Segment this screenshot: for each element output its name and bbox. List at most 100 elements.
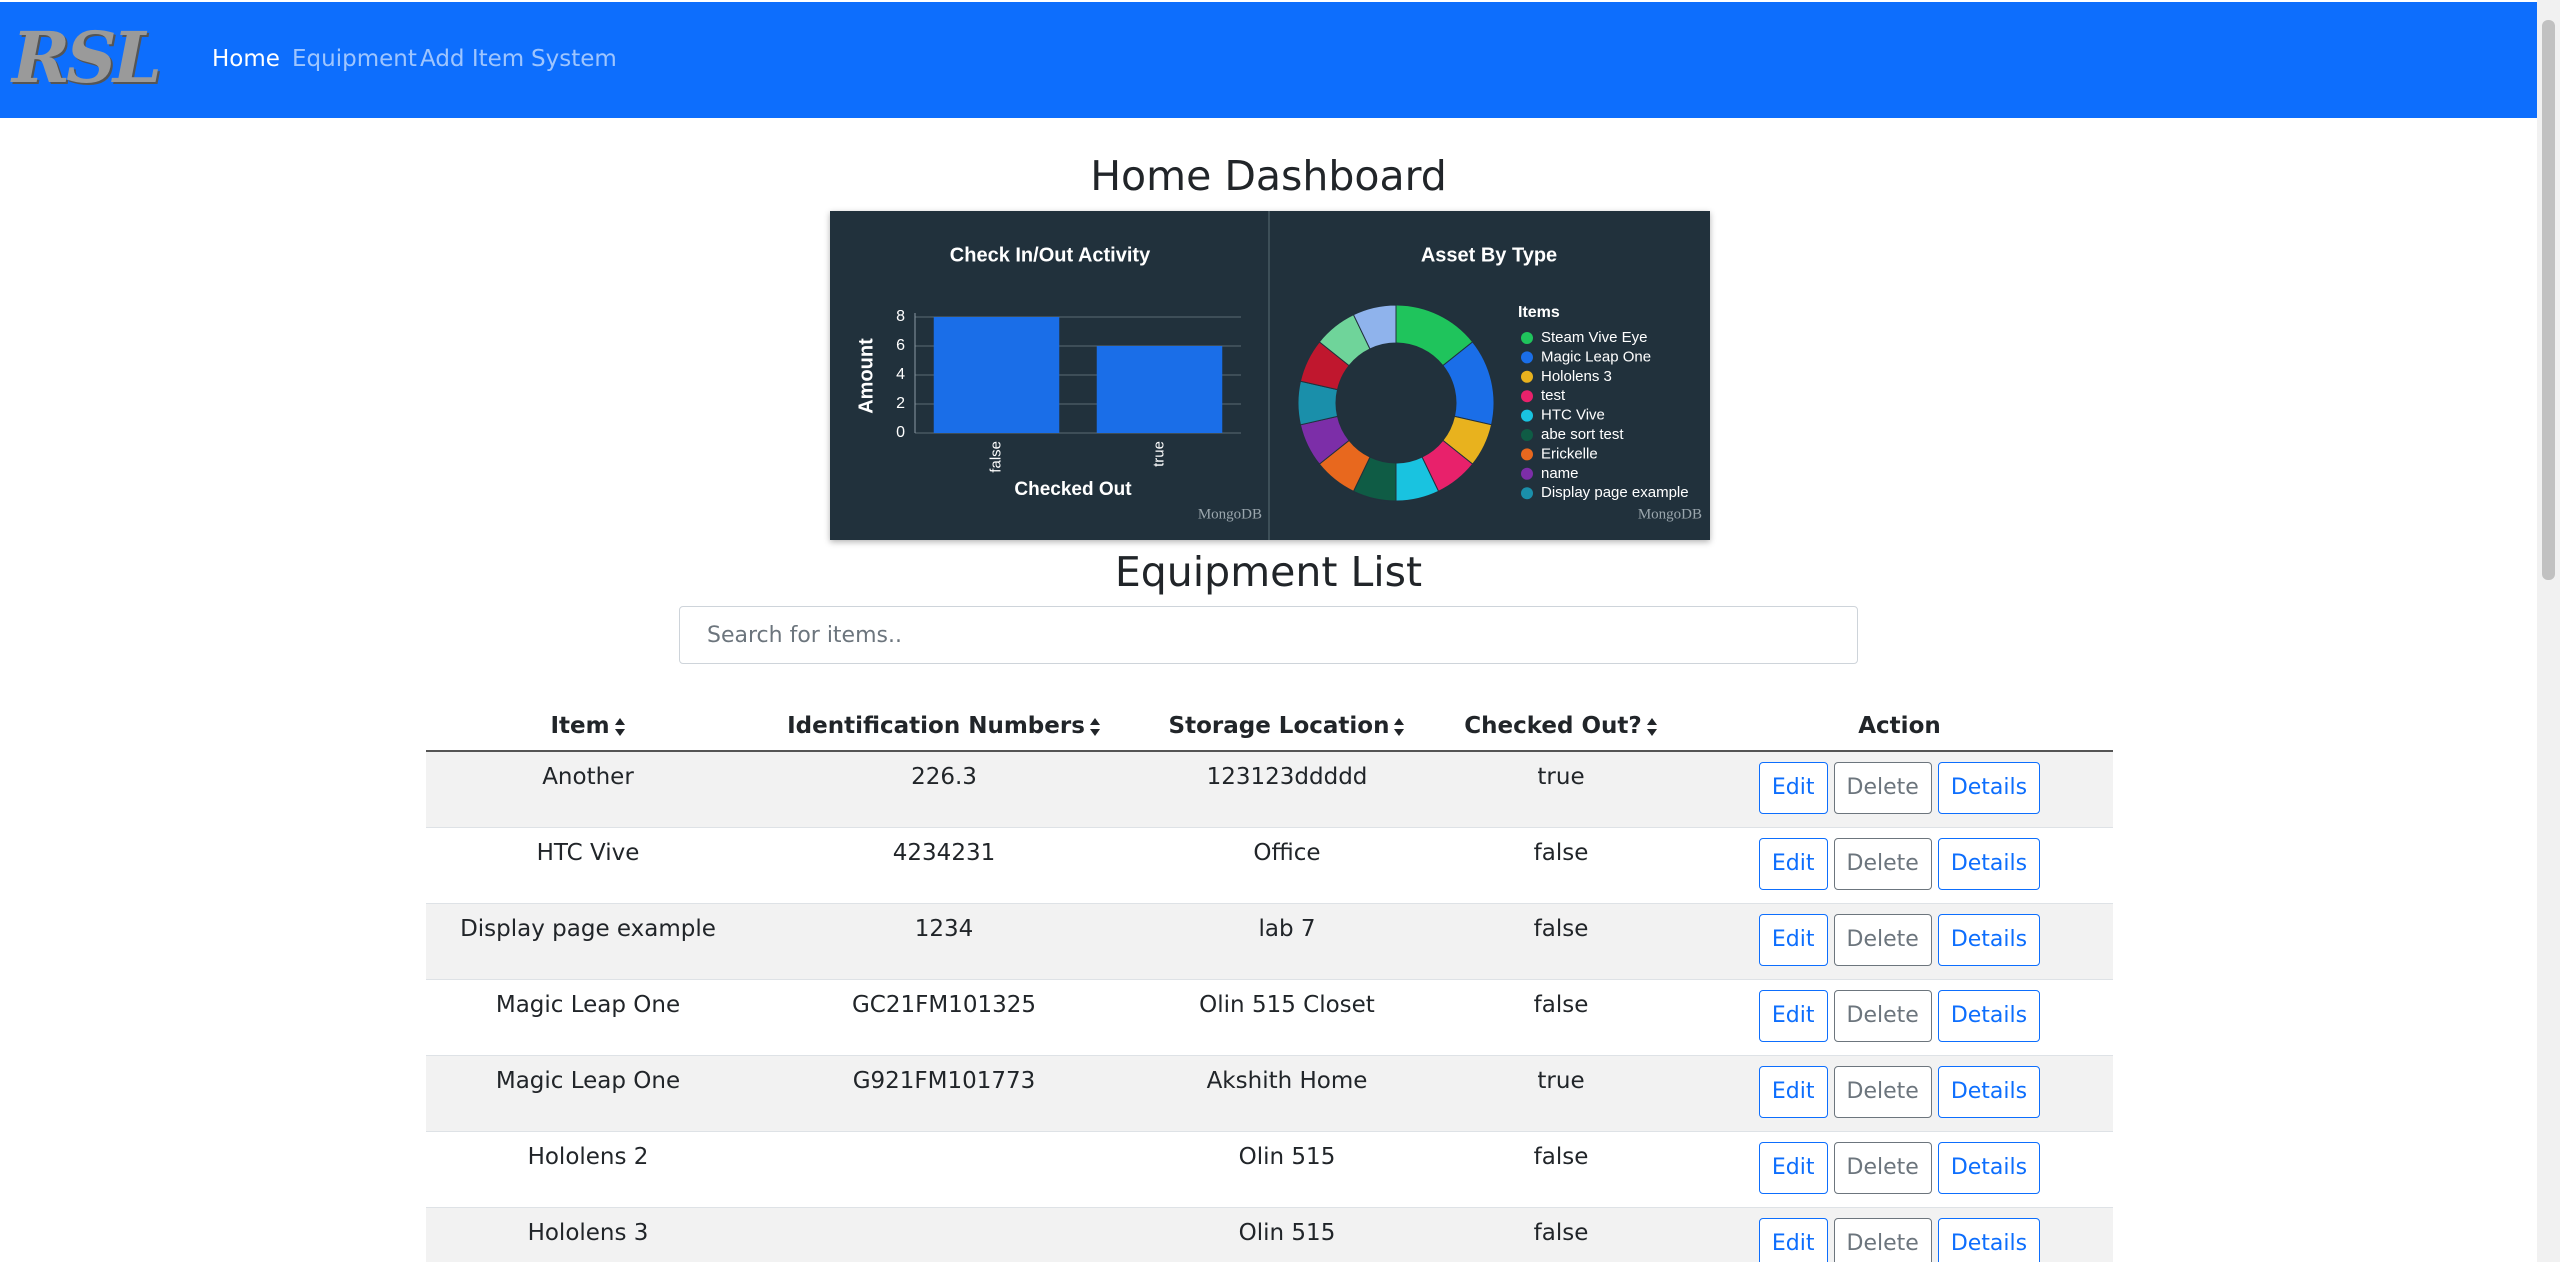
nav-link[interactable]: System xyxy=(531,46,617,72)
chart-title: Check In/Out Activity xyxy=(950,244,1151,266)
donut-segment xyxy=(1352,304,1397,350)
table-row: Magic Leap One G921FM101773 Akshith Home tr… xyxy=(426,1055,2113,1132)
legend-swatch xyxy=(1521,487,1533,500)
action-button[interactable]: Details xyxy=(1937,837,2041,890)
legend-label: HTC Vive xyxy=(1541,407,1605,424)
table-cell: Office xyxy=(1138,827,1436,904)
y-tick-label: 0 xyxy=(896,424,905,441)
sort-icon[interactable] xyxy=(1393,717,1405,737)
dashboard-title: Home Dashboard xyxy=(1090,152,1447,200)
table-cell xyxy=(750,1131,1138,1208)
action-button[interactable]: Details xyxy=(1937,1065,2041,1118)
legend-label: test xyxy=(1541,387,1566,404)
legend-swatch xyxy=(1521,429,1533,441)
column-header: Action xyxy=(1686,702,2113,752)
legend-label: abe sort test xyxy=(1541,426,1624,443)
legend-swatch xyxy=(1521,448,1533,461)
action-button[interactable]: Edit xyxy=(1758,989,1828,1042)
action-button[interactable]: Delete xyxy=(1833,837,1932,890)
chart-title: Asset By Type xyxy=(1421,244,1557,266)
table-cell: false xyxy=(1436,979,1686,1056)
action-button[interactable]: Edit xyxy=(1758,1217,1828,1262)
legend-label: Magic Leap One xyxy=(1541,348,1651,365)
table-row: Hololens 3 Olin 515 false Edit Delete Details xyxy=(426,1207,2113,1262)
legend-label: Erickelle xyxy=(1541,445,1598,462)
equipment-table: Item Identification Numbers Storage Locati… xyxy=(426,702,2113,1262)
action-cell: Edit Delete Details xyxy=(1686,1131,2113,1208)
column-header[interactable]: Item xyxy=(426,702,750,752)
dashboard-panel: Check In/Out Activity 0 2 4 6 8 false true Amoun… xyxy=(830,211,1710,540)
table-cell: HTC Vive xyxy=(426,827,750,904)
action-button[interactable]: Details xyxy=(1937,989,2041,1042)
y-tick-label: 6 xyxy=(896,337,905,354)
action-button[interactable]: Edit xyxy=(1758,1141,1828,1194)
table-cell: false xyxy=(1436,1131,1686,1208)
column-header[interactable]: Storage Location xyxy=(1138,702,1436,752)
bar xyxy=(933,317,1060,433)
y-tick-label: 4 xyxy=(896,366,905,383)
action-button[interactable]: Delete xyxy=(1833,1217,1932,1262)
sort-icon[interactable] xyxy=(614,717,626,737)
column-header[interactable]: Checked Out? xyxy=(1436,702,1686,752)
table-cell: Hololens 2 xyxy=(426,1131,750,1208)
logo[interactable]: RSL xyxy=(12,16,162,99)
y-axis-label: Amount xyxy=(855,338,877,414)
table-row: Magic Leap One GC21FM101325 Olin 515 Close… xyxy=(426,979,2113,1056)
scroll-thumb[interactable] xyxy=(2542,20,2555,580)
action-button[interactable]: Delete xyxy=(1833,1141,1932,1194)
legend-swatch xyxy=(1521,409,1533,422)
legend-label: Steam Vive Eye xyxy=(1541,329,1647,346)
table-cell xyxy=(750,1207,1138,1262)
action-button[interactable]: Delete xyxy=(1833,989,1932,1042)
table-cell: false xyxy=(1436,903,1686,980)
legend-swatch xyxy=(1521,370,1533,383)
legend-swatch xyxy=(1521,332,1533,344)
sort-arrows xyxy=(1646,717,1657,736)
action-button[interactable]: Details xyxy=(1937,762,2041,814)
legend-label: Hololens 3 xyxy=(1541,368,1612,385)
action-cell: Edit Delete Details xyxy=(1686,979,2113,1056)
sort-arrows xyxy=(1394,717,1405,736)
action-button[interactable]: Details xyxy=(1937,1217,2041,1262)
table-cell: 1234 xyxy=(750,903,1138,980)
table-cell: lab 7 xyxy=(1138,903,1436,980)
action-button[interactable]: Delete xyxy=(1833,762,1932,814)
table-cell: 123123ddddd xyxy=(1138,751,1436,828)
legend-swatch xyxy=(1521,467,1533,480)
header-row: Item Identification Numbers Storage Locati… xyxy=(426,702,2113,752)
action-button[interactable]: Delete xyxy=(1833,913,1932,966)
table-cell: Olin 515 xyxy=(1138,1207,1436,1262)
list-title: Equipment List xyxy=(1114,548,1423,596)
action-cell: Edit Delete Details xyxy=(1686,903,2113,980)
action-button[interactable]: Details xyxy=(1937,1141,2041,1194)
table-cell: Akshith Home xyxy=(1138,1055,1436,1132)
legend-swatch xyxy=(1521,351,1533,364)
action-cell: Edit Delete Details xyxy=(1686,751,2113,828)
action-button[interactable]: Edit xyxy=(1758,913,1828,966)
table-cell: GC21FM101325 xyxy=(750,979,1138,1056)
action-button[interactable]: Edit xyxy=(1758,762,1828,814)
scrollbar[interactable] xyxy=(2537,0,2560,1262)
action-button[interactable]: Delete xyxy=(1833,1065,1932,1118)
table-row: Another 226.3 123123ddddd true Edit Delete Det… xyxy=(426,751,2113,828)
search-input[interactable]: Search for items.. xyxy=(679,606,1858,664)
column-header-label: Checked Out? xyxy=(1464,713,1642,739)
nav-link[interactable]: Equipment xyxy=(292,46,417,72)
table-cell: true xyxy=(1436,751,1686,828)
column-header[interactable]: Identification Numbers xyxy=(750,702,1138,752)
action-button[interactable]: Edit xyxy=(1758,837,1828,890)
sort-icon[interactable] xyxy=(1646,717,1658,737)
sort-icon[interactable] xyxy=(1089,717,1101,737)
nav-link[interactable]: Add Item xyxy=(420,46,525,72)
x-tick-label: false xyxy=(987,441,1004,473)
y-tick-label: 8 xyxy=(896,308,905,325)
table-cell: Magic Leap One xyxy=(426,979,750,1056)
action-button[interactable]: Edit xyxy=(1758,1065,1828,1118)
table-cell: 4234231 xyxy=(750,827,1138,904)
table-row: Display page example 1234 lab 7 false Edit De… xyxy=(426,903,2113,980)
navbar: RSL Home Equipment Add Item System xyxy=(0,2,2537,118)
nav-link[interactable]: Home xyxy=(212,46,280,72)
action-button[interactable]: Details xyxy=(1937,913,2041,966)
action-cell: Edit Delete Details xyxy=(1686,1055,2113,1132)
